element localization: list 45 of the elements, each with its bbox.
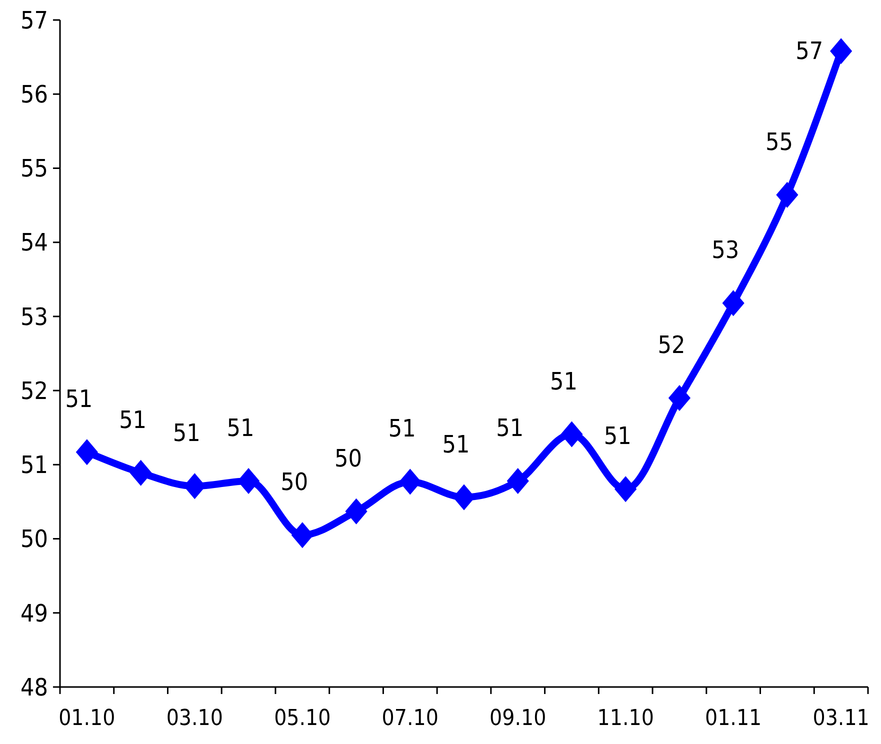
data-label: 50 [280, 468, 308, 496]
x-tick-label: 03.10 [166, 706, 223, 731]
y-tick-label: 54 [20, 228, 48, 257]
x-tick-label: 03.11 [812, 706, 870, 731]
y-tick-label: 53 [20, 302, 48, 331]
data-label: 51 [119, 406, 147, 434]
point [722, 290, 744, 316]
point [560, 421, 583, 448]
data-label: 53 [712, 236, 740, 264]
data-label: 55 [765, 128, 793, 156]
point [668, 384, 691, 411]
data-label: 51 [226, 414, 254, 442]
data-label: 50 [334, 444, 362, 472]
y-tick-label: 52 [20, 376, 48, 405]
x-tick-label: 09.10 [490, 706, 546, 731]
data-label: 51 [172, 419, 200, 448]
point [614, 476, 637, 502]
data-label: 51 [442, 430, 470, 458]
y-tick-label: 57 [20, 6, 48, 34]
y-tick-label: 51 [20, 451, 48, 480]
x-tick-label: 01.11 [705, 706, 762, 731]
y-tick-label: 56 [20, 80, 48, 109]
y-tick-label: 48 [20, 673, 48, 702]
x-tick-label: 05.10 [274, 706, 331, 731]
point [291, 522, 314, 548]
point [776, 182, 798, 208]
x-tick-label: 01.10 [58, 706, 116, 731]
data-label: 52 [658, 330, 686, 359]
point [130, 460, 152, 486]
point [345, 498, 368, 524]
x-tick-label: 07.10 [382, 706, 438, 731]
y-tick-label: 50 [20, 525, 48, 554]
data-label: 51 [496, 414, 524, 442]
x-tick-label: 11.10 [597, 706, 654, 731]
data-label: 51 [604, 422, 632, 450]
point [830, 38, 852, 64]
data-label: 57 [796, 37, 824, 66]
point [76, 439, 98, 466]
data-label: 51 [550, 367, 578, 396]
point [399, 468, 422, 495]
data-label: 51 [65, 385, 93, 414]
point [506, 468, 529, 494]
data-label: 51 [388, 414, 416, 443]
y-tick-label: 49 [20, 599, 48, 628]
y-tick-label: 55 [20, 154, 48, 183]
